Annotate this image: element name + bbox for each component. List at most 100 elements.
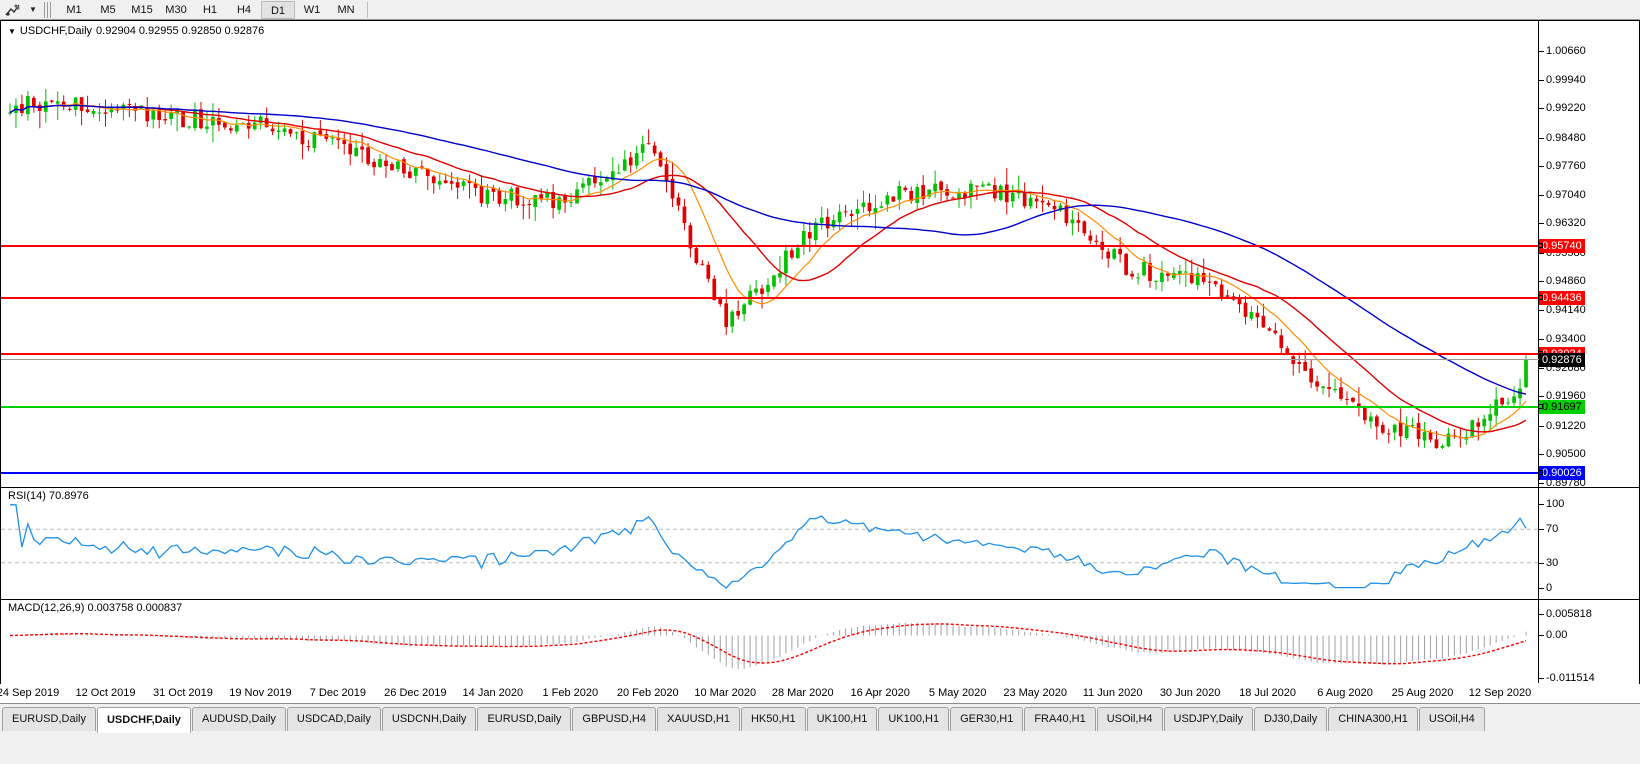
price-axis-label: 0.99220 xyxy=(1546,102,1586,115)
level-badge-support-1[interactable]: 0.91697 xyxy=(1538,399,1585,414)
price-axis-label: 0.91220 xyxy=(1546,419,1586,432)
chart-tab-ger30-h1[interactable]: GER30,H1 xyxy=(950,707,1024,731)
price-tick xyxy=(1539,166,1544,168)
chart-tab-usoil-h4[interactable]: USOil,H4 xyxy=(1096,707,1163,731)
level-handle[interactable] xyxy=(1538,243,1543,249)
chart-tab-usdjpy-daily[interactable]: USDJPY,Daily xyxy=(1163,707,1254,731)
rsi-label[interactable]: RSI(14) 70.8976 xyxy=(8,490,89,502)
timeframe-d1[interactable]: D1 xyxy=(261,0,295,19)
level-badge-value: 0.95740 xyxy=(1542,240,1582,253)
chart-tab-eurusd-daily[interactable]: EURUSD,Daily xyxy=(477,707,572,731)
price-tick xyxy=(1539,367,1544,369)
level-handle[interactable] xyxy=(1538,295,1543,301)
price-axis-label: 0.90500 xyxy=(1546,448,1586,461)
chart-area[interactable]: ▼ USDCHF,Daily 0.92904 0.92955 0.92850 0… xyxy=(0,20,1640,685)
chart-tab-usoil-h4[interactable]: USOil,H4 xyxy=(1418,707,1485,731)
chart-tool-icon[interactable] xyxy=(0,1,26,19)
timeframe-mn[interactable]: MN xyxy=(337,3,355,16)
price-axis-label: 0.96320 xyxy=(1546,217,1586,230)
macd-label[interactable]: MACD(12,26,9) 0.003758 0.000837 xyxy=(8,602,183,614)
price-axis-label: 0.94860 xyxy=(1546,275,1586,288)
date-axis-label: 16 Apr 2020 xyxy=(850,687,910,699)
price-tick xyxy=(1539,51,1544,52)
chart-tab-uk100-h1[interactable]: UK100,H1 xyxy=(878,707,950,731)
price-candles xyxy=(8,89,1528,450)
timeframe-h4[interactable]: H4 xyxy=(236,3,252,16)
chart-tab-usdcad-daily[interactable]: USDCAD,Daily xyxy=(286,707,381,731)
level-badge-value: 0.90026 xyxy=(1542,467,1582,480)
chart-tab-dj30-daily[interactable]: DJ30,Daily xyxy=(1254,707,1328,731)
rsi-axis-label: 100 xyxy=(1546,498,1565,510)
level-handle[interactable] xyxy=(1538,403,1543,409)
chart-tab-uk100-h1[interactable]: UK100,H1 xyxy=(806,707,878,731)
date-axis-label: 20 Feb 2020 xyxy=(616,687,679,699)
toolbar-grip[interactable] xyxy=(44,1,52,18)
chart-tabs: EURUSD,Daily USDCHF,Daily AUDUSD,Daily USDC… xyxy=(0,703,1640,764)
level-handle[interactable] xyxy=(1538,470,1543,476)
level-line-current-price[interactable] xyxy=(1,359,1539,361)
level-badge-support-2[interactable]: 0.90026 xyxy=(1538,466,1585,481)
date-axis-label: 18 Jul 2020 xyxy=(1239,687,1297,699)
chart-tab-eurusd-daily[interactable]: EURUSD,Daily xyxy=(2,707,96,731)
rsi-axis-label: 30 xyxy=(1546,556,1559,569)
price-tick xyxy=(1539,396,1544,398)
date-axis-label: 30 Jun 2020 xyxy=(1159,687,1221,699)
chart-tab-hk50-h1[interactable]: HK50,H1 xyxy=(740,707,806,731)
price-axis-label: 0.94140 xyxy=(1546,303,1586,316)
date-axis-label: 25 Aug 2020 xyxy=(1391,687,1454,699)
macd-panel[interactable] xyxy=(1,600,1639,685)
price-tick xyxy=(1539,137,1544,139)
price-axis-label: 0.97760 xyxy=(1546,160,1586,173)
chart-tab-xauusd-h1[interactable]: XAUUSD,H1 xyxy=(656,707,740,731)
date-axis-label: 28 Mar 2020 xyxy=(771,687,834,699)
chart-tab-audusd-daily[interactable]: AUDUSD,Daily xyxy=(191,707,286,731)
rsi-tick xyxy=(1539,529,1544,531)
chevron-down-icon[interactable]: ▼ xyxy=(29,5,37,14)
triangle-down-icon[interactable]: ▼ xyxy=(8,26,16,36)
timeframe-h1[interactable]: H1 xyxy=(202,3,218,16)
toolbar: ▼ M1 M5 M15 M30 H1 H4 D1 W1 MN xyxy=(0,0,1640,20)
macd-axis-label: 0.00 xyxy=(1546,629,1568,642)
chart-tab-usdchf-daily[interactable]: USDCHF,Daily xyxy=(96,707,191,733)
price-tick xyxy=(1539,79,1544,81)
timeframe-w1[interactable]: W1 xyxy=(303,3,321,16)
date-axis-label: 12 Oct 2019 xyxy=(75,687,136,699)
level-line-resistance-2[interactable] xyxy=(1,297,1539,300)
level-badge-value: 0.92876 xyxy=(1542,354,1582,367)
macd-axis-label: 0.005818 xyxy=(1546,608,1592,620)
chart-tab-usdcnh-daily[interactable]: USDCNH,Daily xyxy=(381,707,477,731)
chart-tab-fra40-h1[interactable]: FRA40,H1 xyxy=(1024,707,1096,731)
date-axis-label: 12 Sep 2020 xyxy=(1468,687,1532,699)
panel-separator-macd xyxy=(1,599,1639,600)
chart-tab-gbpusd-h4[interactable]: GBPUSD,H4 xyxy=(572,707,656,731)
chart-tab-china300-h1[interactable]: CHINA300,H1 xyxy=(1328,707,1418,731)
price-tick xyxy=(1539,425,1544,427)
level-badge-resistance-1[interactable]: 0.95740 xyxy=(1538,239,1585,254)
timeframe-m5[interactable]: M5 xyxy=(100,3,116,16)
symbol-label[interactable]: ▼ USDCHF,Daily 0.92904 0.92955 0.92850 0… xyxy=(5,25,264,37)
level-badge-current-price[interactable]: 0.92876 xyxy=(1539,353,1585,368)
timeframe-m1[interactable]: M1 xyxy=(66,3,82,16)
symbol-ohlc: 0.92904 0.92955 0.92850 0.92876 xyxy=(96,25,265,37)
level-badge-resistance-2[interactable]: 0.94436 xyxy=(1538,291,1585,306)
date-axis-label: 7 Dec 2019 xyxy=(309,687,367,699)
price-panel[interactable] xyxy=(1,21,1639,487)
level-line-support-2[interactable] xyxy=(1,472,1539,475)
date-axis-label: 6 Aug 2020 xyxy=(1317,687,1373,699)
rsi-panel[interactable] xyxy=(1,488,1639,599)
price-tick xyxy=(1539,454,1544,456)
level-line-resistance-1[interactable] xyxy=(1,245,1539,248)
timeframe-m15[interactable]: M15 xyxy=(131,3,153,16)
level-line-support-1[interactable] xyxy=(1,405,1539,408)
date-axis-label: 24 Sep 2019 xyxy=(0,687,60,699)
rsi-plot xyxy=(1,504,1539,589)
level-line-resistance-3[interactable] xyxy=(1,353,1539,356)
timeframe-m30[interactable]: M30 xyxy=(165,3,187,16)
level-badge-value: 0.94436 xyxy=(1542,292,1582,305)
date-axis-label: 31 Oct 2019 xyxy=(152,687,213,699)
price-tick xyxy=(1539,223,1544,225)
price-axis-label: 0.91960 xyxy=(1546,390,1586,403)
rsi-tick xyxy=(1539,588,1544,589)
price-tick xyxy=(1539,108,1544,110)
